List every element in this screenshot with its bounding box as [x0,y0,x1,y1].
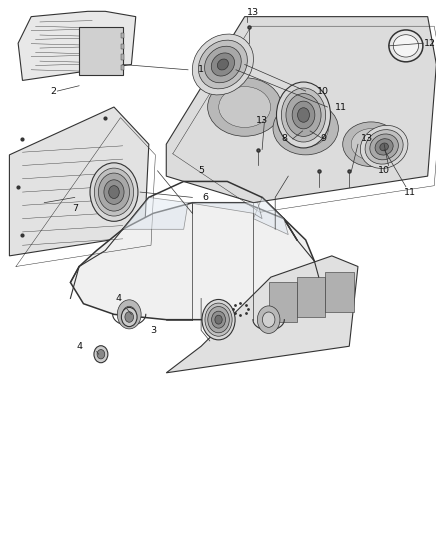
Circle shape [123,306,136,322]
Circle shape [104,180,124,204]
FancyBboxPatch shape [268,282,297,322]
Text: 6: 6 [202,193,208,202]
Text: 13: 13 [360,134,373,143]
Circle shape [258,306,280,334]
Text: 8: 8 [281,134,287,143]
Ellipse shape [360,125,408,168]
Circle shape [286,94,321,136]
FancyBboxPatch shape [297,277,325,317]
Circle shape [212,311,226,328]
Circle shape [202,300,235,340]
Ellipse shape [205,46,241,83]
Circle shape [94,168,134,216]
Polygon shape [166,17,436,203]
Text: 10: 10 [317,86,329,95]
Text: 7: 7 [72,204,78,213]
Text: 9: 9 [320,134,326,143]
Text: 3: 3 [150,326,156,335]
Circle shape [292,101,315,129]
Ellipse shape [192,34,254,95]
Circle shape [297,108,310,122]
Circle shape [208,306,230,333]
Text: 4: 4 [115,294,121,303]
Ellipse shape [370,134,399,160]
Ellipse shape [380,143,389,151]
Circle shape [125,312,134,322]
Text: 11: 11 [335,102,346,111]
Ellipse shape [375,139,393,155]
Polygon shape [9,107,149,256]
Text: 11: 11 [404,188,416,197]
Ellipse shape [351,128,391,160]
Ellipse shape [365,130,403,164]
Circle shape [276,82,331,148]
Polygon shape [166,256,358,373]
Bar [120,54,124,60]
Polygon shape [18,11,136,80]
Ellipse shape [208,78,282,136]
Circle shape [97,350,105,359]
Text: 13: 13 [256,116,268,125]
Text: 12: 12 [424,39,436,48]
Circle shape [117,300,141,329]
Ellipse shape [283,110,328,147]
Circle shape [281,88,326,142]
Circle shape [94,346,108,363]
Circle shape [262,312,275,327]
Text: 13: 13 [247,8,259,17]
Polygon shape [71,203,319,320]
Text: 10: 10 [378,166,390,175]
Ellipse shape [343,122,399,166]
Circle shape [90,163,138,221]
Text: 4: 4 [76,342,82,351]
Polygon shape [254,197,288,235]
Bar [120,33,124,38]
Ellipse shape [198,40,247,89]
Text: 5: 5 [198,166,204,175]
Polygon shape [188,203,262,219]
Text: 2: 2 [50,86,56,95]
Ellipse shape [389,30,423,62]
Circle shape [99,173,130,211]
Bar [120,44,124,49]
Circle shape [109,185,119,198]
FancyBboxPatch shape [79,27,123,75]
Circle shape [121,308,137,327]
Text: 1: 1 [198,66,204,74]
Ellipse shape [217,59,228,70]
Polygon shape [123,197,188,229]
FancyBboxPatch shape [325,272,353,312]
Circle shape [215,315,222,324]
Bar [120,65,124,70]
Ellipse shape [273,102,339,155]
Ellipse shape [211,53,234,76]
Ellipse shape [393,35,419,57]
Circle shape [205,303,232,336]
Ellipse shape [219,86,271,127]
